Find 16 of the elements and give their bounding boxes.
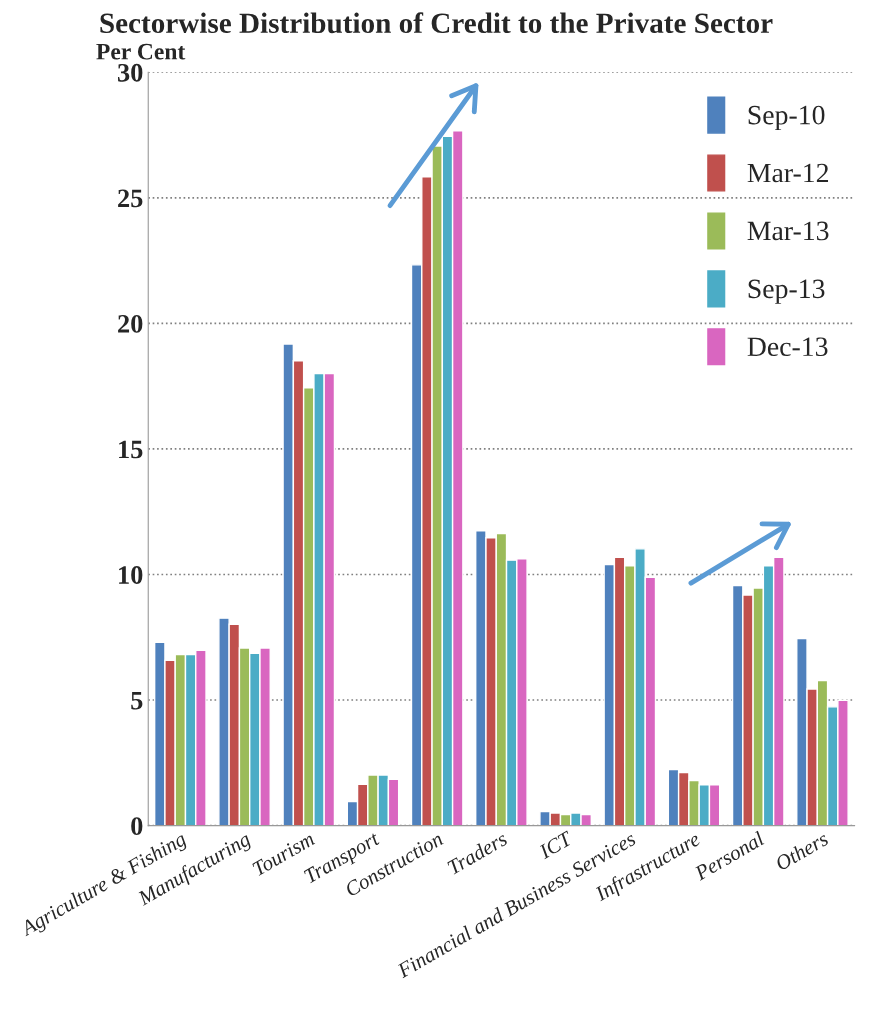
legend-label: Sep-10 [748,105,825,131]
x-tick-label: Others [774,830,830,871]
y-tick-label: 30 [117,63,143,82]
x-tick-label: ICT [537,830,574,860]
y-tick-label: 5 [131,691,143,710]
legend-label: Dec-13 [747,337,828,357]
y-tick-label: 25 [118,189,143,208]
y-tick-label: 10 [119,566,143,584]
y-tick-label: 20 [118,314,143,333]
legend-label: Mar-13 [747,221,829,241]
y-axis-title: Per Cent [96,43,186,60]
y-tick-label: 0 [131,817,143,836]
legend-label: Mar-12 [747,163,829,183]
legend-label: Sep-13 [748,279,825,304]
y-tick-label: 15 [119,440,143,459]
chart-title: Sectorwise Distribution of Credit to the Private Sector [100,12,773,34]
